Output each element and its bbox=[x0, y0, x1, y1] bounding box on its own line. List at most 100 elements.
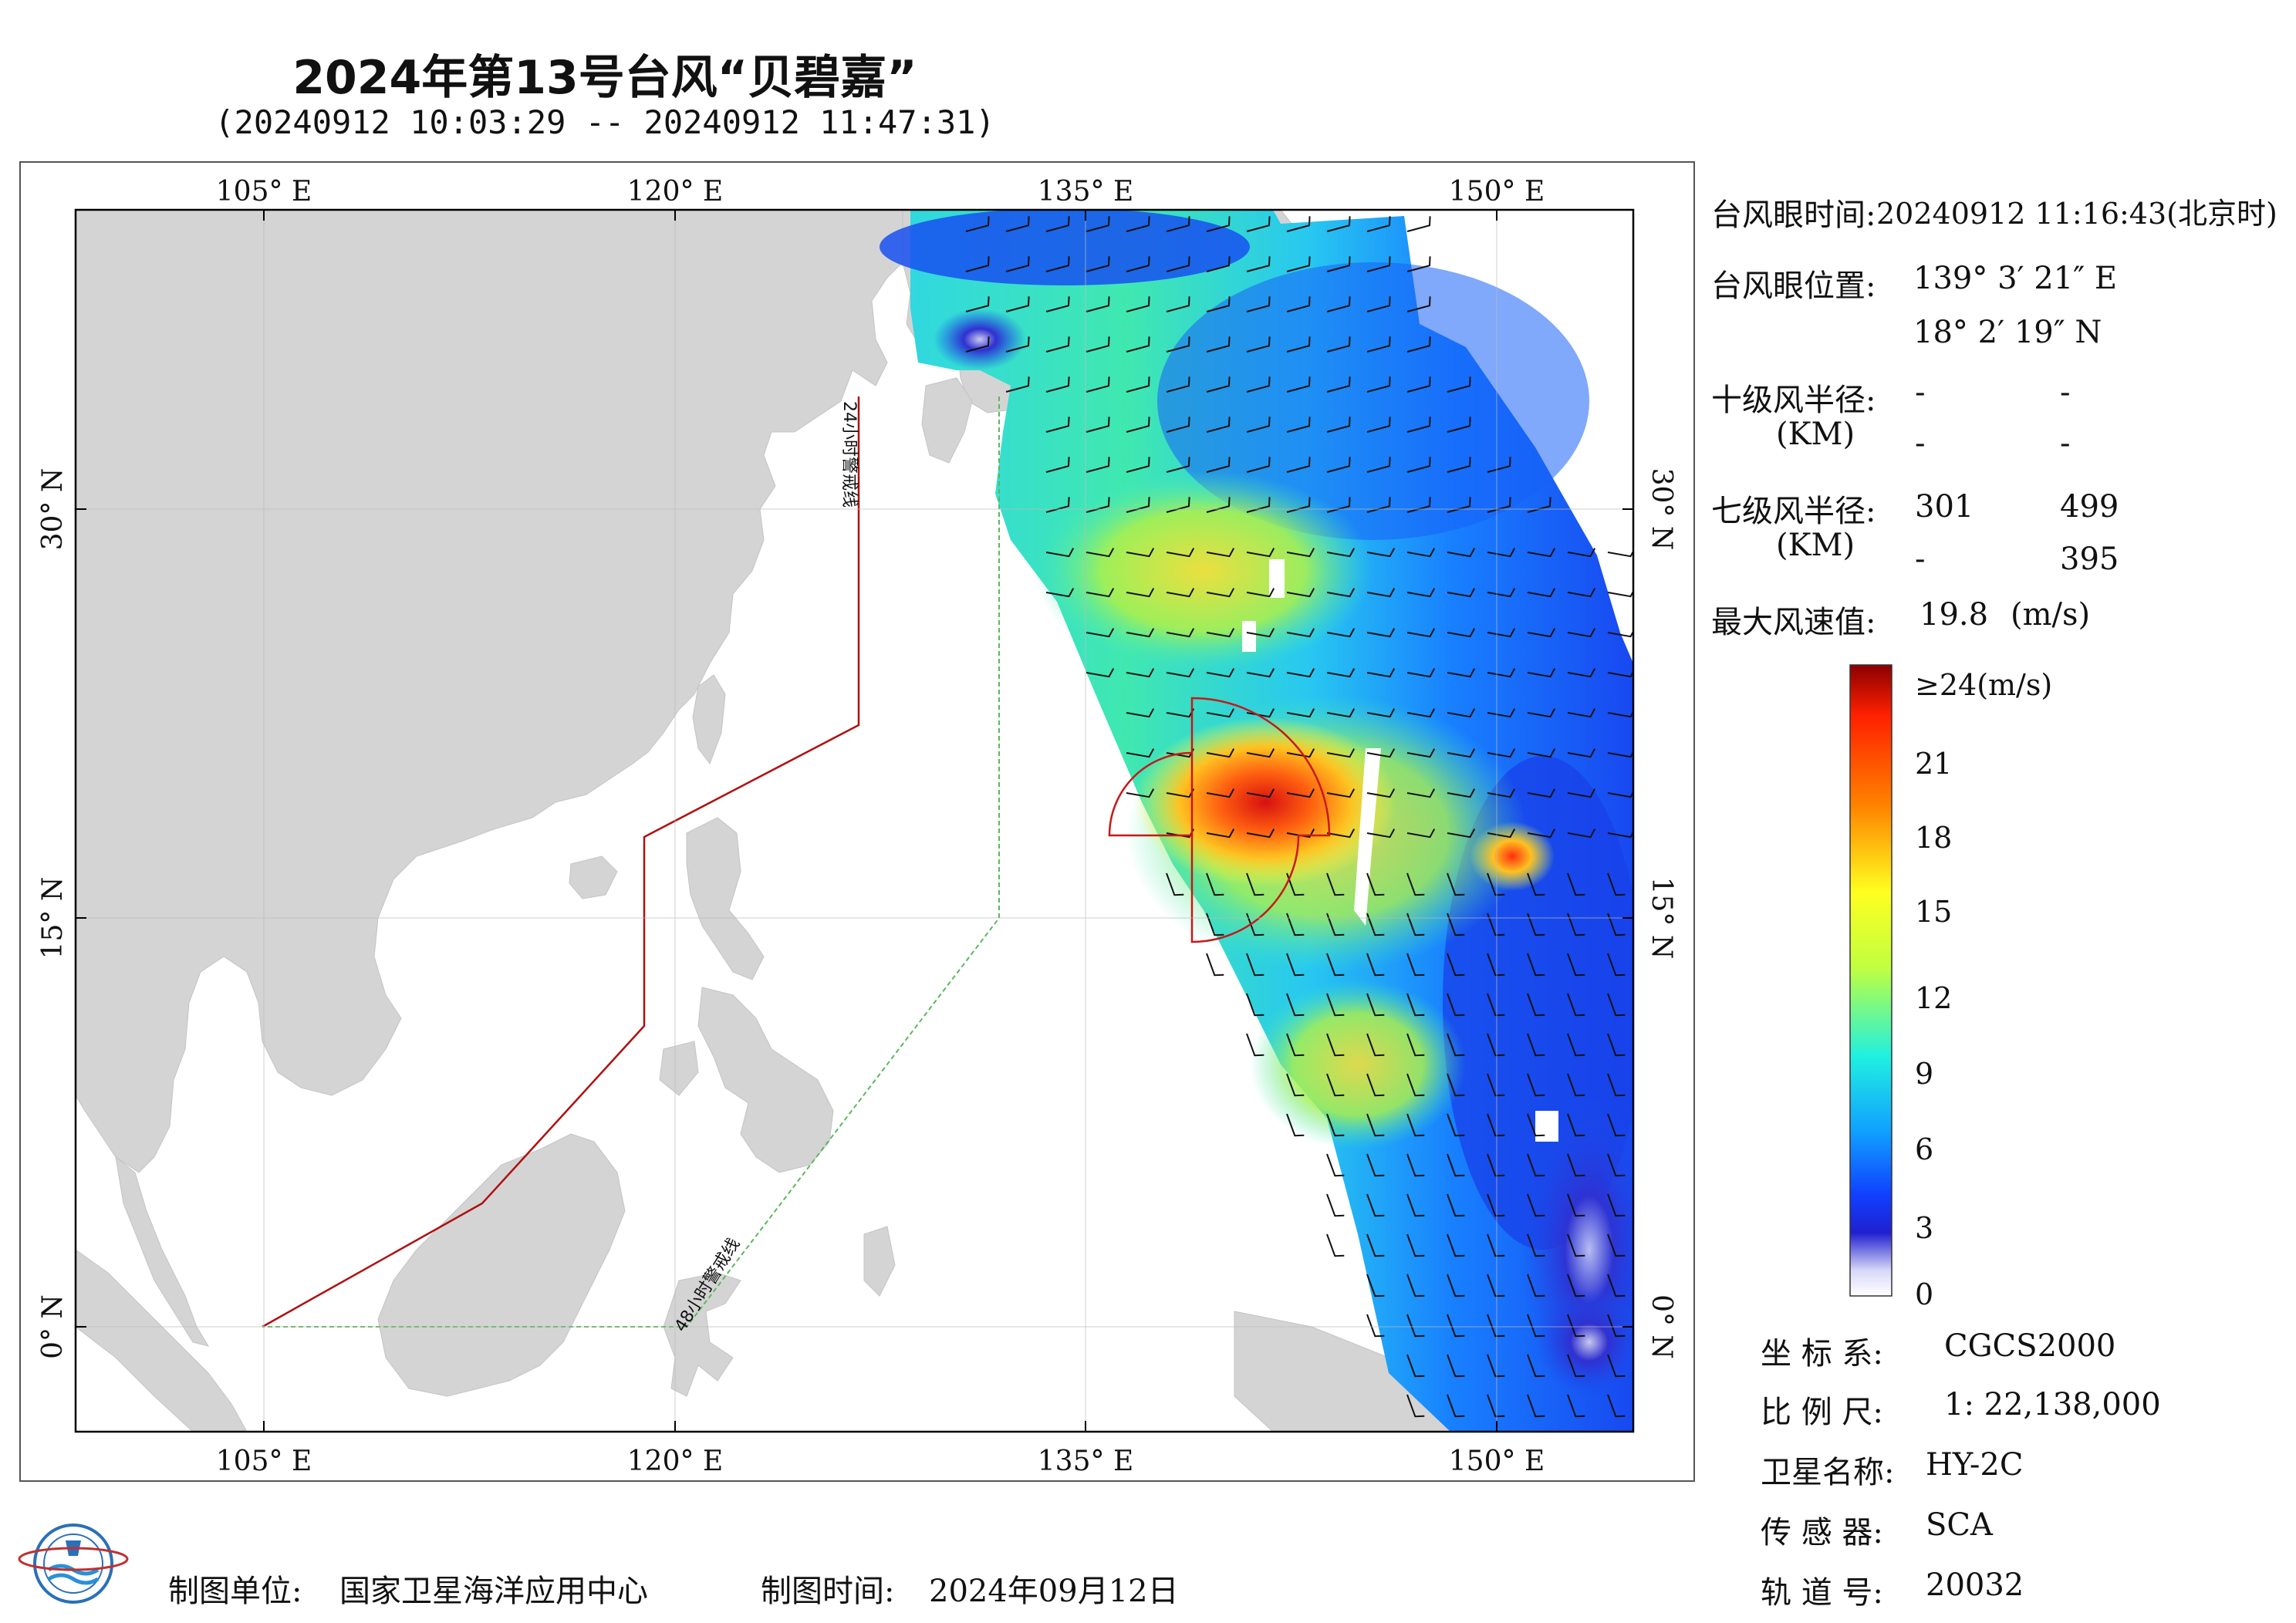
wind-barb bbox=[1487, 497, 1511, 513]
r10-se: - bbox=[2060, 375, 2071, 410]
wind-barb bbox=[1406, 376, 1431, 393]
wind-barb bbox=[1487, 828, 1516, 838]
wind-barb bbox=[1326, 336, 1351, 353]
wind-barb bbox=[1166, 548, 1195, 558]
wind-barb bbox=[1166, 668, 1195, 678]
wind-barb bbox=[1527, 953, 1545, 977]
wind-barb bbox=[1567, 1394, 1585, 1418]
wind-barb bbox=[1487, 1394, 1505, 1418]
colorbar-tick-3: 3 bbox=[1915, 1211, 1934, 1245]
wind-barb bbox=[1567, 588, 1596, 598]
wind-barb bbox=[1607, 629, 1633, 638]
wind-barb bbox=[1326, 1233, 1345, 1257]
wind-barb bbox=[1527, 1233, 1545, 1257]
wind-barb bbox=[1286, 953, 1305, 977]
wind-barb bbox=[1567, 828, 1596, 838]
wind-barb bbox=[1567, 1274, 1585, 1297]
wind-barb bbox=[1286, 668, 1315, 678]
wind-barb bbox=[1326, 668, 1356, 678]
wind-barb bbox=[1206, 668, 1235, 678]
wind-barb bbox=[1447, 376, 1471, 393]
wind-barb bbox=[1206, 748, 1235, 758]
wind-barb bbox=[1326, 872, 1345, 896]
wind-barb bbox=[1607, 830, 1633, 838]
wind-barb bbox=[1447, 1153, 1465, 1177]
wind-barb bbox=[1447, 913, 1465, 936]
wind-barb bbox=[1406, 457, 1431, 473]
wind-barb bbox=[1527, 872, 1545, 896]
wind-barb bbox=[1447, 628, 1476, 638]
wind-barb bbox=[1567, 708, 1596, 718]
wind-barb bbox=[1487, 668, 1516, 678]
colorbar-tick-18: 18 bbox=[1915, 821, 1953, 855]
wind-barb bbox=[1166, 256, 1190, 272]
wind-barb bbox=[1366, 708, 1396, 718]
wind-barb bbox=[1366, 993, 1385, 1017]
wind-barb bbox=[1326, 376, 1351, 393]
sensor-value: SCA bbox=[1926, 1507, 1993, 1543]
wind-barb bbox=[1206, 457, 1231, 473]
wind-barb bbox=[1246, 628, 1275, 638]
wind-barb bbox=[1126, 376, 1150, 393]
wind-barb bbox=[1246, 336, 1271, 353]
wind-barb bbox=[1406, 668, 1436, 678]
wind-barb bbox=[1406, 548, 1436, 558]
warning-line-24h bbox=[262, 396, 860, 1328]
wind-barb bbox=[1567, 872, 1585, 896]
lat-label-right-0: 0° N bbox=[1646, 1294, 1677, 1359]
wind-barb bbox=[1126, 256, 1150, 272]
scale-value: 1: 22,138,000 bbox=[1944, 1387, 2161, 1422]
wind-barb bbox=[1447, 1073, 1465, 1097]
wind-barb bbox=[1206, 708, 1235, 718]
date-value: 2024年09月12日 bbox=[929, 1574, 1179, 1609]
wind-barb bbox=[1607, 1153, 1626, 1177]
map-frame bbox=[74, 208, 1635, 1433]
colorbar bbox=[1849, 664, 1893, 1297]
wind-barb bbox=[1366, 668, 1396, 678]
wind-barb bbox=[1246, 668, 1275, 678]
wind-barb bbox=[1366, 417, 1391, 433]
wind-barb bbox=[1527, 1394, 1545, 1418]
wind-barb bbox=[1206, 872, 1224, 896]
wind-barb bbox=[1126, 748, 1155, 758]
wind-barb bbox=[1286, 828, 1315, 838]
wind-barb bbox=[1286, 548, 1315, 558]
wind-barb bbox=[1607, 913, 1626, 936]
wind-barb bbox=[1406, 216, 1431, 232]
wind-barb bbox=[1045, 417, 1070, 433]
wind-barb bbox=[1166, 296, 1190, 312]
wind-barbs bbox=[965, 216, 1633, 1418]
wind-barb bbox=[1286, 417, 1311, 433]
wind-barb bbox=[1366, 457, 1391, 473]
wind-barb bbox=[1567, 1113, 1585, 1137]
wind-barb bbox=[1166, 457, 1190, 473]
wind-barb bbox=[1487, 748, 1516, 758]
wind-barb bbox=[1447, 1193, 1465, 1217]
lon-label-bottom-150: 150° E bbox=[1449, 1446, 1545, 1477]
wind-barb bbox=[965, 256, 990, 272]
wind-barb bbox=[1527, 708, 1556, 718]
wind-barb bbox=[1607, 872, 1626, 896]
wind-barb bbox=[1487, 872, 1505, 896]
wind-barb bbox=[1005, 216, 1030, 232]
date-label: 制图时间: bbox=[761, 1574, 895, 1609]
wind-barb bbox=[1527, 1073, 1545, 1097]
wind-barb bbox=[1487, 1193, 1505, 1217]
r7-unit: (KM) bbox=[1776, 528, 1855, 563]
wind-barb bbox=[1326, 1073, 1345, 1097]
wind-barb bbox=[1487, 788, 1516, 798]
lon-label-bottom-120: 120° E bbox=[627, 1446, 723, 1477]
max-wind-unit: (m/s) bbox=[2011, 597, 2091, 633]
wind-barb bbox=[1527, 1274, 1545, 1297]
sensor-label: 传 感 器: bbox=[1761, 1515, 1883, 1550]
nsoas-logo bbox=[18, 1523, 129, 1604]
wind-barb bbox=[1326, 913, 1345, 936]
wind-barb bbox=[1206, 588, 1235, 598]
wind-barb bbox=[1045, 588, 1075, 598]
wind-barb bbox=[1567, 1233, 1585, 1257]
wind-barb bbox=[1406, 1113, 1425, 1137]
wind-barb bbox=[1487, 1314, 1505, 1338]
colorbar-tick-15: 15 bbox=[1915, 895, 1953, 929]
wind-barb bbox=[1366, 256, 1391, 272]
wind-barb bbox=[1487, 1033, 1505, 1057]
